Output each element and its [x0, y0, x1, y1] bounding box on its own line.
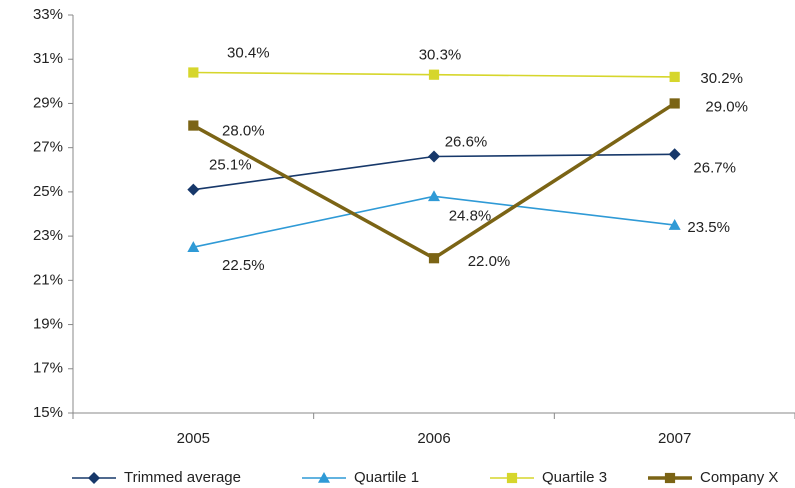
y-tick-label: 21%: [33, 271, 63, 288]
y-tick-label: 31%: [33, 50, 63, 67]
legend-marker: [318, 472, 330, 483]
legend-label: Trimmed average: [124, 469, 241, 486]
data-point: [188, 120, 199, 131]
data-point: [428, 190, 440, 202]
data-point: [668, 219, 681, 230]
data-label: 24.8%: [449, 207, 492, 224]
data-point: [428, 69, 440, 80]
legend-label: Quartile 3: [542, 469, 607, 486]
data-label: 30.2%: [700, 70, 743, 87]
x-tick-label: 2006: [417, 430, 450, 447]
data-label: 28.0%: [222, 123, 265, 140]
series-line: [192, 101, 676, 261]
y-tick-label: 33%: [33, 6, 63, 23]
series-line: [193, 195, 675, 248]
data-label: 23.5%: [687, 219, 730, 236]
data-label: 26.7%: [693, 159, 736, 176]
data-label: 22.5%: [222, 257, 265, 274]
data-point: [188, 67, 199, 78]
data-label: 26.6%: [445, 133, 488, 150]
y-tick-label: 17%: [33, 360, 63, 377]
data-point: [668, 148, 681, 161]
x-tick-label: 2005: [177, 430, 210, 447]
legend-label: Company X: [700, 469, 778, 486]
data-label: 30.3%: [419, 47, 462, 64]
legend-marker: [506, 472, 518, 484]
y-tick-label: 25%: [33, 183, 63, 200]
data-point: [428, 150, 440, 163]
legend-marker: [88, 472, 100, 484]
legend-marker: [664, 472, 676, 484]
x-tick-label: 2007: [658, 430, 691, 447]
data-label: 22.0%: [468, 253, 511, 270]
legend-label: Quartile 1: [354, 469, 419, 486]
data-point: [187, 241, 200, 252]
data-point: [428, 253, 440, 264]
data-label: 25.1%: [209, 157, 252, 174]
y-tick-label: 23%: [33, 227, 63, 244]
data-point: [669, 98, 680, 109]
y-tick-label: 19%: [33, 316, 63, 333]
data-point: [669, 71, 680, 83]
y-tick-label: 29%: [33, 94, 63, 111]
y-tick-label: 15%: [33, 404, 63, 421]
data-label: 29.0%: [705, 98, 748, 115]
data-point: [187, 183, 200, 196]
data-label: 30.4%: [227, 44, 270, 61]
y-tick-label: 27%: [33, 139, 63, 156]
